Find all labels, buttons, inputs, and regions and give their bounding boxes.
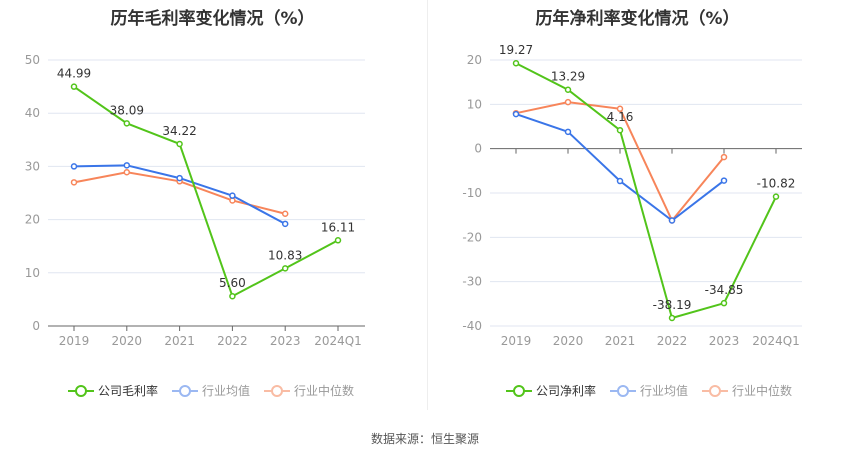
data-point bbox=[564, 86, 572, 93]
data-point bbox=[123, 120, 131, 127]
legend-item-company[interactable]: 公司毛利率 bbox=[68, 382, 158, 399]
data-point bbox=[720, 153, 728, 161]
data-point bbox=[720, 299, 728, 307]
data-point bbox=[123, 162, 131, 169]
source-note: 数据来源：恒生聚源 bbox=[370, 432, 479, 446]
x-tick-label: 2019 bbox=[501, 334, 532, 348]
y-tick-label: 50 bbox=[25, 53, 40, 67]
data-point bbox=[70, 163, 78, 170]
data-point bbox=[668, 217, 676, 224]
chart-title-gross: 历年毛利率变化情况（%） bbox=[110, 9, 315, 29]
data-point bbox=[720, 177, 728, 184]
data-point bbox=[176, 140, 183, 148]
data-point bbox=[281, 220, 289, 228]
y-tick-label: 30 bbox=[25, 159, 40, 173]
legend-net: 公司净利率 行业均值 行业中位数 bbox=[506, 382, 792, 399]
legend-item-company[interactable]: 公司净利率 bbox=[506, 382, 596, 399]
data-label: 38.09 bbox=[110, 103, 144, 117]
data-point bbox=[668, 314, 676, 322]
y-tick-label: 0 bbox=[474, 142, 482, 156]
data-point bbox=[616, 105, 624, 113]
y-tick-label: 40 bbox=[25, 106, 40, 120]
x-tick-label: 2022 bbox=[657, 334, 688, 348]
data-point bbox=[334, 237, 342, 244]
data-label: -10.82 bbox=[757, 177, 796, 191]
x-tick-label: 2021 bbox=[164, 334, 195, 348]
data-point bbox=[281, 265, 289, 272]
data-point bbox=[70, 83, 78, 90]
x-tick-label: 2019 bbox=[59, 334, 90, 348]
legend-item-avg[interactable]: 行业均值 bbox=[172, 382, 250, 399]
data-point bbox=[512, 59, 520, 67]
y-tick-label: 20 bbox=[467, 53, 482, 67]
series-line-0 bbox=[73, 85, 339, 298]
data-label: 16.11 bbox=[321, 220, 355, 234]
data-point bbox=[772, 193, 780, 200]
data-point bbox=[281, 210, 289, 217]
y-tick-label: -30 bbox=[462, 275, 482, 289]
data-label: 5.60 bbox=[219, 276, 246, 290]
legend-gross: 公司毛利率 行业均值 行业中位数 bbox=[68, 382, 354, 399]
data-point bbox=[229, 292, 236, 300]
x-tick-label: 2022 bbox=[217, 334, 248, 348]
x-tick-label: 2024Q1 bbox=[314, 334, 362, 348]
legend-item-median[interactable]: 行业中位数 bbox=[264, 382, 354, 399]
data-label: -34.85 bbox=[705, 283, 744, 297]
series-line-0 bbox=[515, 62, 777, 320]
data-label: -38.19 bbox=[653, 298, 692, 312]
data-point bbox=[616, 177, 624, 185]
data-point bbox=[123, 169, 131, 176]
y-tick-label: -10 bbox=[462, 186, 482, 200]
data-point bbox=[616, 126, 624, 134]
y-tick-label: 10 bbox=[25, 266, 40, 280]
data-label: 44.99 bbox=[57, 67, 91, 81]
x-tick-label: 2020 bbox=[112, 334, 143, 348]
data-label: 10.83 bbox=[268, 248, 302, 262]
x-tick-label: 2023 bbox=[270, 334, 301, 348]
y-tick-label: 10 bbox=[467, 97, 482, 111]
data-label: 34.22 bbox=[162, 124, 196, 138]
data-point bbox=[176, 174, 183, 182]
data-label: 13.29 bbox=[551, 70, 585, 84]
x-tick-label: 2023 bbox=[709, 334, 740, 348]
x-tick-label: 2020 bbox=[553, 334, 584, 348]
legend-label: 公司净利率 bbox=[536, 384, 597, 398]
data-label: 4.16 bbox=[607, 110, 634, 124]
legend-label: 行业中位数 bbox=[732, 384, 793, 398]
data-point bbox=[229, 192, 236, 199]
divider bbox=[427, 0, 428, 410]
legend-item-avg[interactable]: 行业均值 bbox=[610, 382, 688, 399]
x-tick-label: 2021 bbox=[605, 334, 636, 348]
legend-label: 公司毛利率 bbox=[98, 384, 159, 398]
y-tick-label: -20 bbox=[462, 230, 482, 244]
legend-item-median[interactable]: 行业中位数 bbox=[702, 382, 792, 399]
data-point bbox=[564, 128, 572, 136]
y-tick-label: 20 bbox=[25, 213, 40, 227]
x-tick-label: 2024Q1 bbox=[752, 334, 800, 348]
chart-title-net: 历年净利率变化情况（%） bbox=[535, 9, 740, 29]
data-point bbox=[564, 98, 572, 106]
data-label: 19.27 bbox=[499, 43, 533, 57]
legend-label: 行业均值 bbox=[202, 384, 251, 398]
y-tick-label: -40 bbox=[462, 319, 482, 333]
legend-label: 行业中位数 bbox=[294, 384, 355, 398]
legend-label: 行业均值 bbox=[640, 384, 689, 398]
series-line-1 bbox=[73, 164, 286, 225]
data-point bbox=[70, 179, 78, 186]
y-tick-label: 0 bbox=[32, 319, 40, 333]
data-point bbox=[512, 110, 520, 118]
